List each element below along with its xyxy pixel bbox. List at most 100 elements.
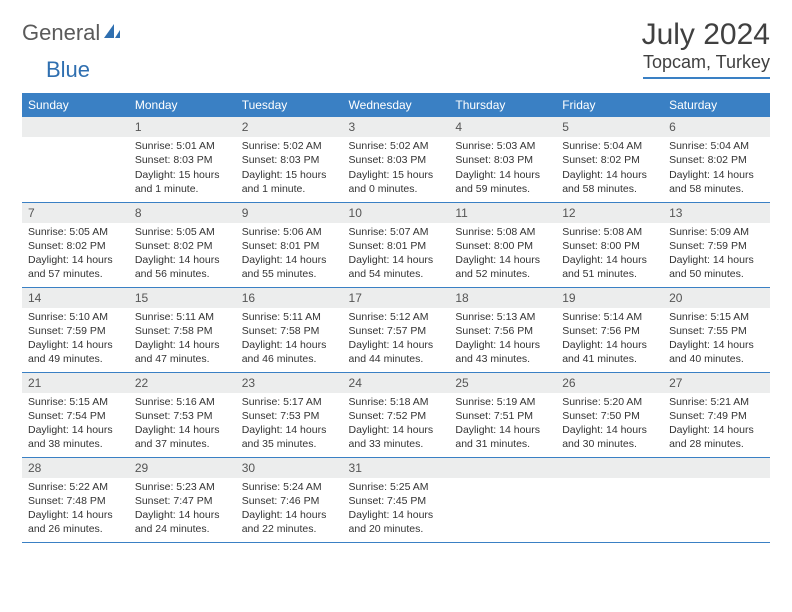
day-header: Thursday xyxy=(449,93,556,117)
calendar-day-cell: 25Sunrise: 5:19 AMSunset: 7:51 PMDayligh… xyxy=(449,372,556,457)
daylight-text: Daylight: 14 hours and 40 minutes. xyxy=(669,338,764,366)
calendar-day-cell: 22Sunrise: 5:16 AMSunset: 7:53 PMDayligh… xyxy=(129,372,236,457)
calendar-day-cell: 27Sunrise: 5:21 AMSunset: 7:49 PMDayligh… xyxy=(663,372,770,457)
calendar-day-cell: 15Sunrise: 5:11 AMSunset: 7:58 PMDayligh… xyxy=(129,287,236,372)
calendar-day-cell: 21Sunrise: 5:15 AMSunset: 7:54 PMDayligh… xyxy=(22,372,129,457)
sunrise-text: Sunrise: 5:22 AM xyxy=(28,480,123,494)
calendar-day-cell: 9Sunrise: 5:06 AMSunset: 8:01 PMDaylight… xyxy=(236,202,343,287)
calendar-day-cell xyxy=(449,457,556,542)
calendar-day-cell: 23Sunrise: 5:17 AMSunset: 7:53 PMDayligh… xyxy=(236,372,343,457)
page-header: General July 2024 Topcam, Turkey xyxy=(22,18,770,79)
day-details: Sunrise: 5:04 AMSunset: 8:02 PMDaylight:… xyxy=(556,137,663,200)
day-details: Sunrise: 5:16 AMSunset: 7:53 PMDaylight:… xyxy=(129,393,236,456)
sunrise-text: Sunrise: 5:08 AM xyxy=(562,225,657,239)
day-details: Sunrise: 5:02 AMSunset: 8:03 PMDaylight:… xyxy=(343,137,450,200)
daylight-text: Daylight: 14 hours and 33 minutes. xyxy=(349,423,444,451)
calendar-week-row: 21Sunrise: 5:15 AMSunset: 7:54 PMDayligh… xyxy=(22,372,770,457)
day-header-row: SundayMondayTuesdayWednesdayThursdayFrid… xyxy=(22,93,770,117)
day-details: Sunrise: 5:04 AMSunset: 8:02 PMDaylight:… xyxy=(663,137,770,200)
sunset-text: Sunset: 7:52 PM xyxy=(349,409,444,423)
sunrise-text: Sunrise: 5:17 AM xyxy=(242,395,337,409)
sunset-text: Sunset: 8:01 PM xyxy=(349,239,444,253)
sunset-text: Sunset: 7:57 PM xyxy=(349,324,444,338)
sunrise-text: Sunrise: 5:13 AM xyxy=(455,310,550,324)
sunrise-text: Sunrise: 5:15 AM xyxy=(28,395,123,409)
day-details: Sunrise: 5:19 AMSunset: 7:51 PMDaylight:… xyxy=(449,393,556,456)
sunset-text: Sunset: 7:56 PM xyxy=(562,324,657,338)
daylight-text: Daylight: 14 hours and 41 minutes. xyxy=(562,338,657,366)
day-number: 12 xyxy=(556,203,663,223)
sunset-text: Sunset: 7:58 PM xyxy=(242,324,337,338)
daylight-text: Daylight: 14 hours and 38 minutes. xyxy=(28,423,123,451)
sunrise-text: Sunrise: 5:15 AM xyxy=(669,310,764,324)
calendar-day-cell xyxy=(663,457,770,542)
sunrise-text: Sunrise: 5:04 AM xyxy=(669,139,764,153)
daylight-text: Daylight: 14 hours and 46 minutes. xyxy=(242,338,337,366)
sunrise-text: Sunrise: 5:21 AM xyxy=(669,395,764,409)
sunset-text: Sunset: 7:58 PM xyxy=(135,324,230,338)
day-details: Sunrise: 5:12 AMSunset: 7:57 PMDaylight:… xyxy=(343,308,450,371)
daylight-text: Daylight: 15 hours and 0 minutes. xyxy=(349,168,444,196)
calendar-day-cell: 14Sunrise: 5:10 AMSunset: 7:59 PMDayligh… xyxy=(22,287,129,372)
daylight-text: Daylight: 14 hours and 50 minutes. xyxy=(669,253,764,281)
day-number: 26 xyxy=(556,373,663,393)
month-title: July 2024 xyxy=(642,18,770,52)
sunset-text: Sunset: 7:59 PM xyxy=(669,239,764,253)
sunset-text: Sunset: 8:03 PM xyxy=(349,153,444,167)
day-number: 19 xyxy=(556,288,663,308)
daylight-text: Daylight: 14 hours and 52 minutes. xyxy=(455,253,550,281)
day-details: Sunrise: 5:20 AMSunset: 7:50 PMDaylight:… xyxy=(556,393,663,456)
daylight-text: Daylight: 14 hours and 31 minutes. xyxy=(455,423,550,451)
day-details: Sunrise: 5:06 AMSunset: 8:01 PMDaylight:… xyxy=(236,223,343,286)
calendar-day-cell: 18Sunrise: 5:13 AMSunset: 7:56 PMDayligh… xyxy=(449,287,556,372)
day-details: Sunrise: 5:24 AMSunset: 7:46 PMDaylight:… xyxy=(236,478,343,541)
sunrise-text: Sunrise: 5:11 AM xyxy=(135,310,230,324)
calendar-day-cell: 6Sunrise: 5:04 AMSunset: 8:02 PMDaylight… xyxy=(663,117,770,202)
sunset-text: Sunset: 7:48 PM xyxy=(28,494,123,508)
day-number: 22 xyxy=(129,373,236,393)
calendar-day-cell: 30Sunrise: 5:24 AMSunset: 7:46 PMDayligh… xyxy=(236,457,343,542)
day-details: Sunrise: 5:14 AMSunset: 7:56 PMDaylight:… xyxy=(556,308,663,371)
logo-sail-icon xyxy=(102,22,122,45)
sunrise-text: Sunrise: 5:01 AM xyxy=(135,139,230,153)
sunrise-text: Sunrise: 5:04 AM xyxy=(562,139,657,153)
daylight-text: Daylight: 14 hours and 54 minutes. xyxy=(349,253,444,281)
day-number: 13 xyxy=(663,203,770,223)
calendar-day-cell: 1Sunrise: 5:01 AMSunset: 8:03 PMDaylight… xyxy=(129,117,236,202)
calendar-day-cell: 17Sunrise: 5:12 AMSunset: 7:57 PMDayligh… xyxy=(343,287,450,372)
sunset-text: Sunset: 7:50 PM xyxy=(562,409,657,423)
day-details: Sunrise: 5:13 AMSunset: 7:56 PMDaylight:… xyxy=(449,308,556,371)
calendar-day-cell xyxy=(556,457,663,542)
daylight-text: Daylight: 14 hours and 47 minutes. xyxy=(135,338,230,366)
calendar-day-cell: 5Sunrise: 5:04 AMSunset: 8:02 PMDaylight… xyxy=(556,117,663,202)
daylight-text: Daylight: 14 hours and 22 minutes. xyxy=(242,508,337,536)
day-details: Sunrise: 5:08 AMSunset: 8:00 PMDaylight:… xyxy=(556,223,663,286)
day-number: 27 xyxy=(663,373,770,393)
daylight-text: Daylight: 14 hours and 28 minutes. xyxy=(669,423,764,451)
daylight-text: Daylight: 14 hours and 56 minutes. xyxy=(135,253,230,281)
day-header: Tuesday xyxy=(236,93,343,117)
day-number: 16 xyxy=(236,288,343,308)
calendar-week-row: 1Sunrise: 5:01 AMSunset: 8:03 PMDaylight… xyxy=(22,117,770,202)
day-number: 5 xyxy=(556,117,663,137)
day-number: 29 xyxy=(129,458,236,478)
day-number: 24 xyxy=(343,373,450,393)
sunset-text: Sunset: 8:02 PM xyxy=(135,239,230,253)
day-number: 23 xyxy=(236,373,343,393)
day-number: 2 xyxy=(236,117,343,137)
day-details: Sunrise: 5:23 AMSunset: 7:47 PMDaylight:… xyxy=(129,478,236,541)
day-header: Monday xyxy=(129,93,236,117)
sunset-text: Sunset: 7:51 PM xyxy=(455,409,550,423)
sunset-text: Sunset: 8:02 PM xyxy=(669,153,764,167)
daylight-text: Daylight: 14 hours and 49 minutes. xyxy=(28,338,123,366)
location-label: Topcam, Turkey xyxy=(643,52,770,79)
day-number xyxy=(22,117,129,137)
day-header: Friday xyxy=(556,93,663,117)
day-number xyxy=(449,458,556,478)
day-details: Sunrise: 5:11 AMSunset: 7:58 PMDaylight:… xyxy=(236,308,343,371)
sunset-text: Sunset: 7:47 PM xyxy=(135,494,230,508)
logo: General xyxy=(22,18,124,46)
sunrise-text: Sunrise: 5:20 AM xyxy=(562,395,657,409)
calendar-day-cell: 20Sunrise: 5:15 AMSunset: 7:55 PMDayligh… xyxy=(663,287,770,372)
day-details: Sunrise: 5:11 AMSunset: 7:58 PMDaylight:… xyxy=(129,308,236,371)
